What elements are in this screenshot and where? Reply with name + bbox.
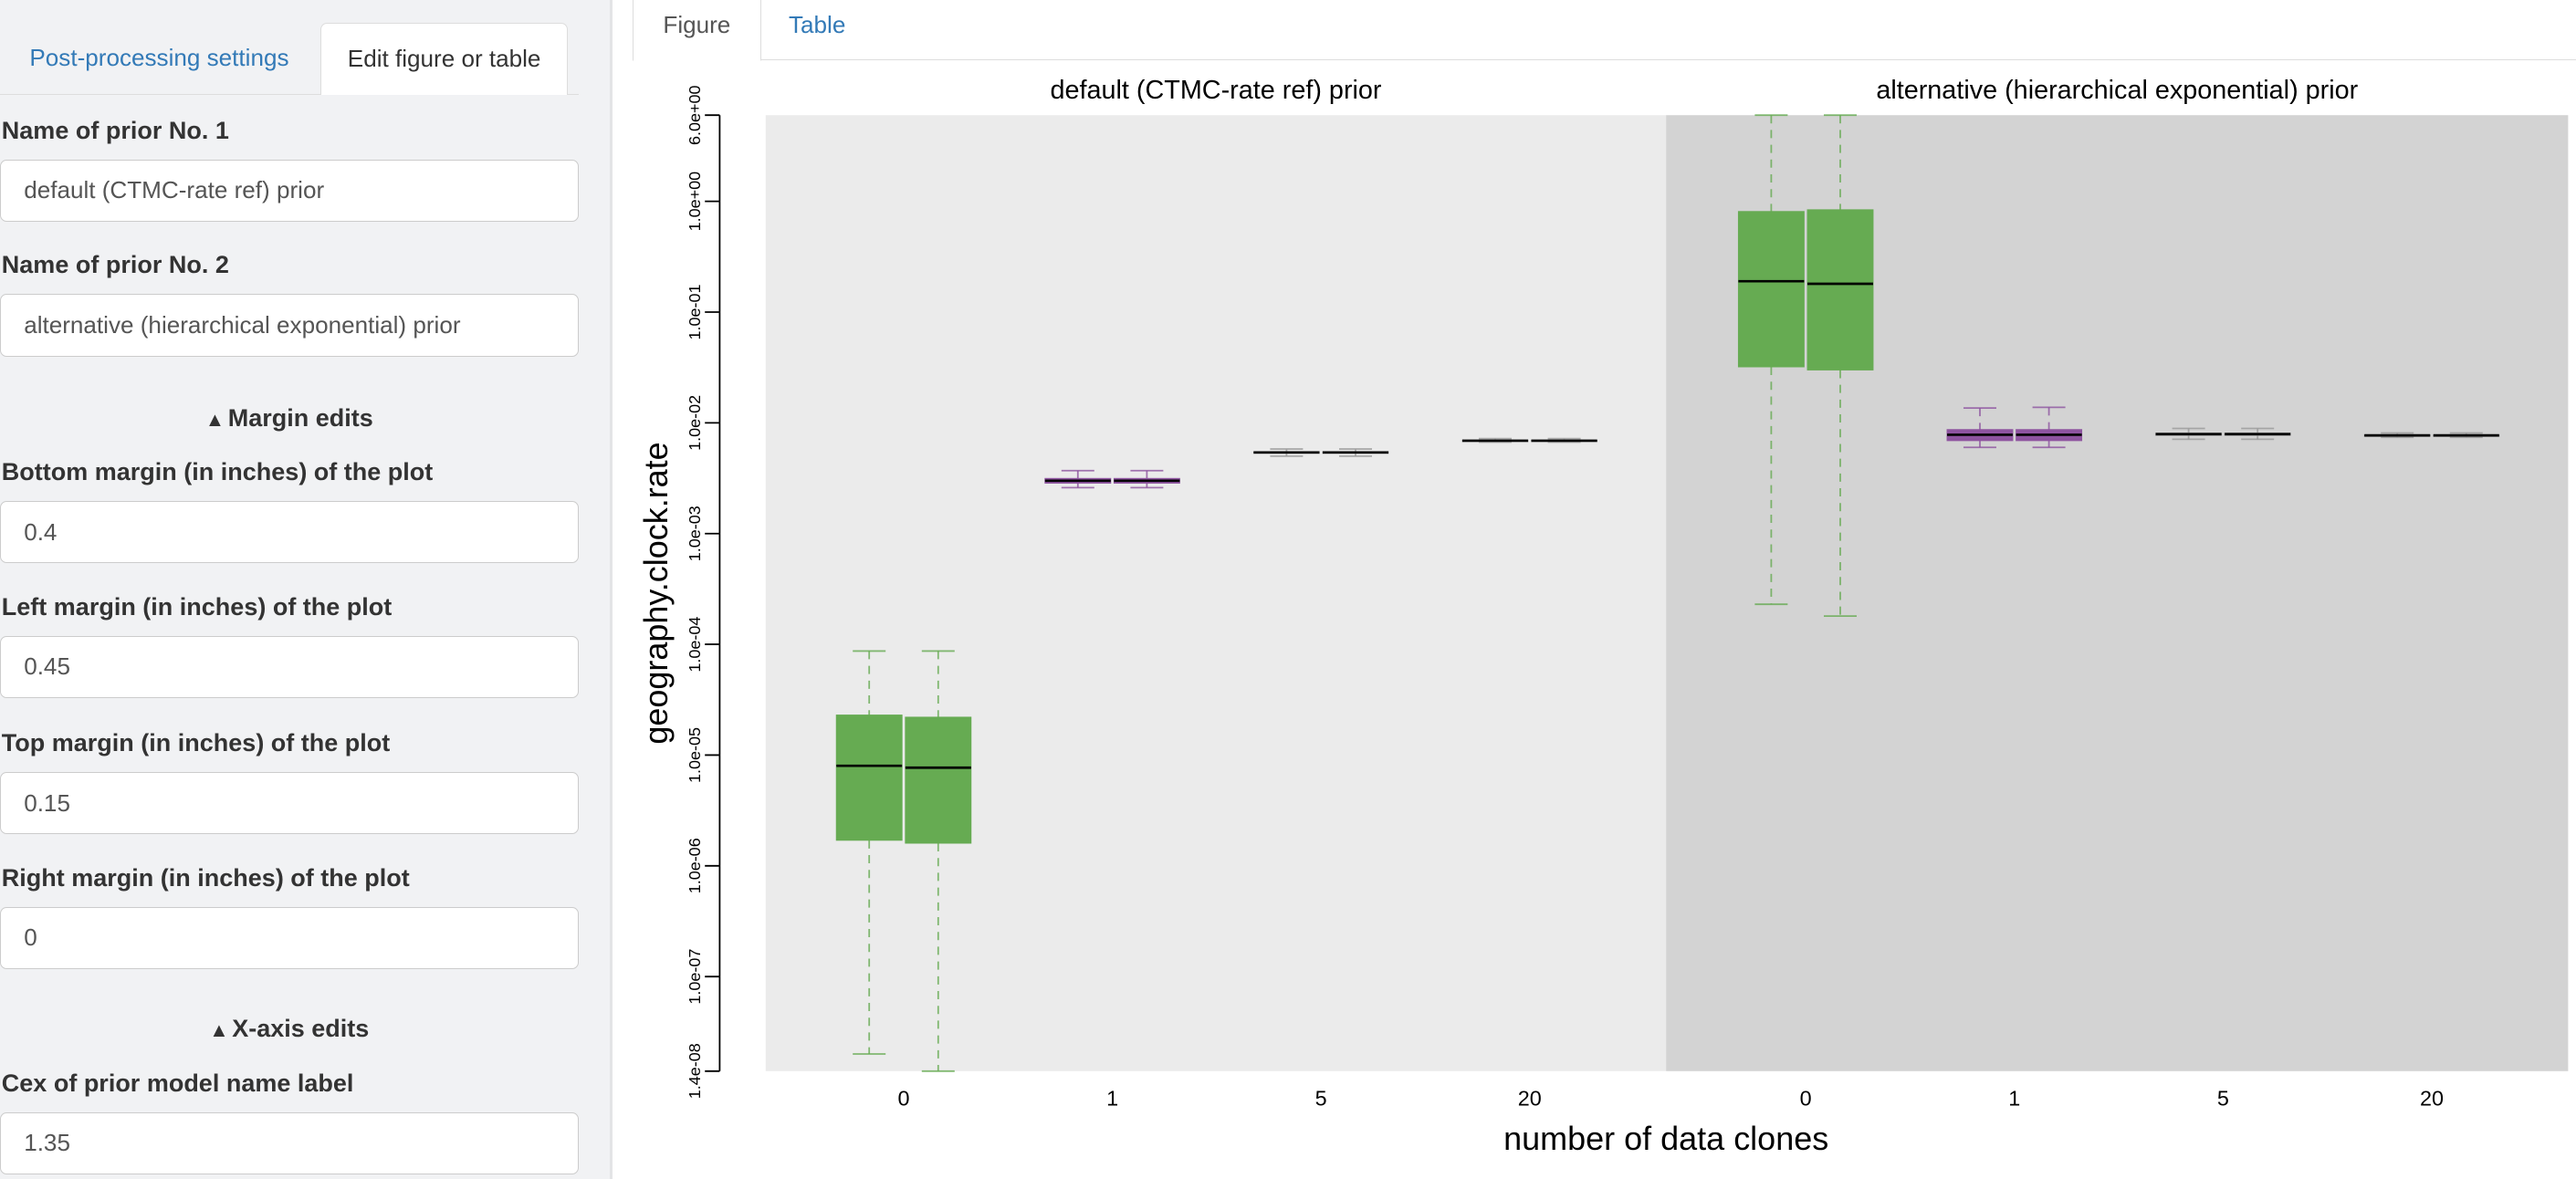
- panel-title: default (CTMC-rate ref) prior: [1050, 76, 1381, 105]
- sidebar: Post-processing settings Edit figure or …: [0, 0, 613, 1179]
- boxplot-chart: default (CTMC-rate ref) prior 0 1 5 20 altern…: [637, 76, 2569, 1157]
- left-margin-input[interactable]: [0, 635, 579, 698]
- top-margin-input[interactable]: [0, 772, 579, 835]
- x-tick-label: 20: [1518, 1086, 1542, 1110]
- x-tick-label: 1: [1106, 1086, 1118, 1110]
- margin-edits-toggle[interactable]: ▲ Margin edits: [0, 404, 579, 433]
- prior1-input[interactable]: [0, 159, 579, 222]
- x-axis-title: number of data clones: [1503, 1120, 1828, 1157]
- x-tick-label: 0: [1800, 1086, 1812, 1110]
- x-axis-edits-toggle[interactable]: ▲ X-axis edits: [0, 1015, 579, 1043]
- tab-table[interactable]: Table: [788, 11, 846, 38]
- box: [905, 716, 972, 844]
- bottom-margin-input[interactable]: [0, 501, 579, 564]
- prior2-label: Name of prior No. 2: [1, 251, 229, 279]
- box: [835, 714, 903, 841]
- cex-input[interactable]: [0, 1111, 579, 1174]
- x-axis-edits-label: X-axis edits: [232, 1015, 370, 1043]
- y-tick-label: 1.0e-04: [686, 616, 704, 672]
- left-margin-label: Left margin (in inches) of the plot: [1, 592, 393, 621]
- panel-title: alternative (hierarchical exponential) p…: [1876, 76, 2358, 105]
- prior1-label: Name of prior No. 1: [1, 116, 229, 144]
- y-tick-label: 1.0e-03: [686, 506, 704, 561]
- y-tick-label: 1.0e-02: [686, 395, 704, 451]
- y-tick-label: 1.4e-08: [686, 1043, 704, 1099]
- cex-label: Cex of prior model name label: [1, 1069, 354, 1097]
- prior2-input[interactable]: [0, 294, 579, 357]
- x-tick-label: 20: [2420, 1086, 2444, 1110]
- margin-edits-label: Margin edits: [227, 403, 373, 432]
- x-tick-label: 1: [2008, 1086, 2020, 1110]
- y-tick-label: 1.0e+00: [686, 172, 704, 232]
- tab-post-processing-settings[interactable]: Post-processing settings: [29, 44, 289, 72]
- y-tick-label: 1.0e-05: [686, 727, 704, 783]
- top-margin-label: Top margin (in inches) of the plot: [1, 729, 391, 757]
- right-margin-label: Right margin (in inches) of the plot: [1, 863, 410, 892]
- x-tick-label: 5: [1315, 1086, 1327, 1110]
- tab-figure[interactable]: Figure: [633, 0, 761, 61]
- right-margin-input[interactable]: [0, 906, 579, 969]
- panel-background: [765, 114, 1667, 1071]
- y-tick-label: 6.0e+00: [686, 85, 704, 145]
- y-tick-label: 1.0e-01: [686, 284, 704, 339]
- box: [1806, 209, 1874, 370]
- x-tick-label: 0: [897, 1086, 909, 1110]
- sidebar-tabs: Post-processing settings Edit figure or …: [0, 23, 579, 96]
- tab-edit-figure-or-table[interactable]: Edit figure or table: [320, 23, 569, 96]
- chevron-up-icon: ▲: [204, 407, 225, 431]
- y-tick-label: 1.0e-07: [686, 948, 704, 1004]
- box: [1737, 211, 1805, 368]
- x-tick-label: 5: [2217, 1086, 2229, 1110]
- main-tabs: Figure Table: [633, 0, 2576, 61]
- chevron-up-icon: ▲: [209, 1018, 229, 1042]
- bottom-margin-label: Bottom margin (in inches) of the plot: [1, 458, 434, 486]
- y-axis-title: geography.clock.rate: [637, 442, 675, 744]
- y-tick-label: 1.0e-06: [686, 838, 704, 893]
